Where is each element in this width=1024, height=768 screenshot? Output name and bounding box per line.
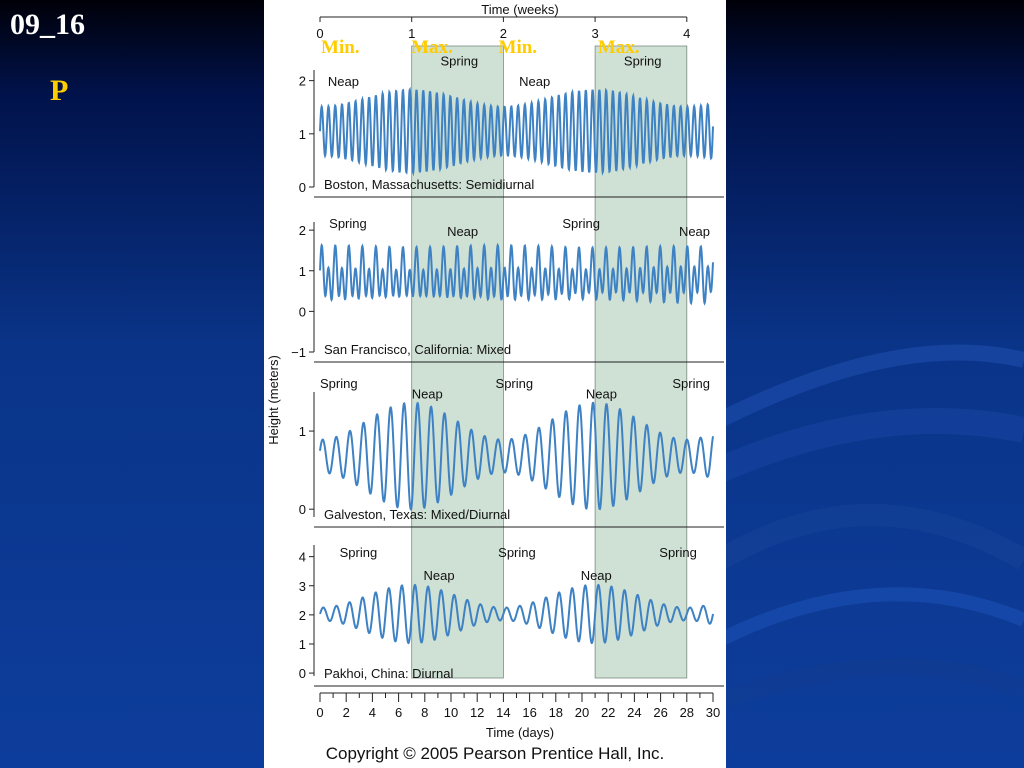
phase-marker: Max. — [598, 37, 640, 58]
weeks-tick-label: 3 — [591, 26, 598, 41]
tide-phase-label: Neap — [519, 74, 550, 89]
y-tick-label: 2 — [299, 74, 306, 89]
station-label: Pakhoi, China: Diurnal — [324, 666, 453, 681]
days-tick-label: 4 — [369, 705, 376, 720]
y-tick-label: 0 — [299, 180, 306, 195]
weeks-tick-label: 0 — [316, 26, 323, 41]
phase-marker: Min. — [321, 37, 360, 58]
tide-phase-label: Neap — [412, 386, 443, 401]
copyright-text: Copyright © 2005 Pearson Prentice Hall, … — [325, 744, 665, 763]
phase-marker: Max. — [411, 37, 453, 58]
days-tick-label: 8 — [421, 705, 428, 720]
tide-series-line — [319, 583, 714, 645]
chart-labels: Min. Max. Min. Max. Boston, Massachusetts: S… — [320, 37, 710, 681]
weeks-tick-label: 2 — [500, 26, 507, 41]
station-label: Boston, Massachusetts: Semidiurnal — [324, 177, 534, 192]
days-tick-label: 18 — [549, 705, 563, 720]
tide-phase-label: Spring — [320, 376, 358, 391]
y-tick-label: 2 — [299, 223, 306, 238]
days-tick-label: 26 — [653, 705, 667, 720]
y-tick-label: 0 — [299, 304, 306, 319]
tide-phase-label: Neap — [586, 386, 617, 401]
tide-phase-label: Spring — [329, 216, 367, 231]
phase-marker: Min. — [499, 37, 538, 58]
tide-series-line — [319, 86, 714, 177]
tide-phase-label: Spring — [498, 545, 536, 560]
station-label: Galveston, Texas: Mixed/Diurnal — [324, 507, 510, 522]
tide-phase-label: Spring — [659, 545, 697, 560]
tide-phase-label: Neap — [328, 74, 359, 89]
tide-phase-label: Spring — [441, 54, 479, 69]
slide-letter: P — [50, 74, 69, 107]
y-axis-title: Height (meters) — [266, 355, 281, 445]
days-tick-label: 2 — [343, 705, 350, 720]
days-tick-label: 14 — [496, 705, 510, 720]
station-label: San Francisco, California: Mixed — [324, 342, 511, 357]
y-tick-label: 4 — [299, 550, 306, 565]
y-tick-label: 0 — [299, 502, 306, 517]
days-axis-title: Time (days) — [486, 725, 554, 740]
tide-phase-label: Spring — [562, 216, 600, 231]
tide-figure: 0 1 2 3 4 Time (weeks) 0 1 2 −1 0 1 2 0 1 0 1 2 3 4 0 2 4 6 8 10 1… — [264, 0, 726, 768]
tide-phase-label: Spring — [624, 54, 662, 69]
y-tick-label: 0 — [299, 666, 306, 681]
tide-phase-label: Neap — [679, 224, 710, 239]
y-tick-label: 2 — [299, 608, 306, 623]
tide-series-line — [319, 401, 714, 511]
tide-phase-label: Spring — [496, 376, 534, 391]
days-tick-label: 10 — [444, 705, 458, 720]
tide-phase-label: Spring — [340, 545, 378, 560]
days-tick-label: 22 — [601, 705, 615, 720]
weeks-tick-label: 1 — [408, 26, 415, 41]
tide-phase-label: Neap — [447, 224, 478, 239]
days-tick-label: 28 — [680, 705, 694, 720]
days-tick-label: 20 — [575, 705, 589, 720]
tide-series-line — [319, 242, 714, 306]
tide-phase-label: Neap — [581, 568, 612, 583]
weeks-tick-label: 4 — [683, 26, 690, 41]
days-tick-label: 16 — [522, 705, 536, 720]
slide-id: 09_16 — [10, 8, 85, 41]
tide-phase-label: Neap — [423, 568, 454, 583]
y-tick-label: −1 — [291, 345, 306, 360]
y-tick-label: 1 — [299, 424, 306, 439]
chart-series — [319, 86, 714, 645]
days-tick-label: 24 — [627, 705, 641, 720]
tide-phase-label: Spring — [672, 376, 710, 391]
days-tick-label: 0 — [316, 705, 323, 720]
y-tick-label: 3 — [299, 579, 306, 594]
weeks-axis-title: Time (weeks) — [481, 2, 559, 17]
y-tick-label: 1 — [299, 637, 306, 652]
days-tick-label: 6 — [395, 705, 402, 720]
y-tick-label: 1 — [299, 264, 306, 279]
days-tick-label: 12 — [470, 705, 484, 720]
y-tick-label: 1 — [299, 127, 306, 142]
days-tick-label: 30 — [706, 705, 720, 720]
